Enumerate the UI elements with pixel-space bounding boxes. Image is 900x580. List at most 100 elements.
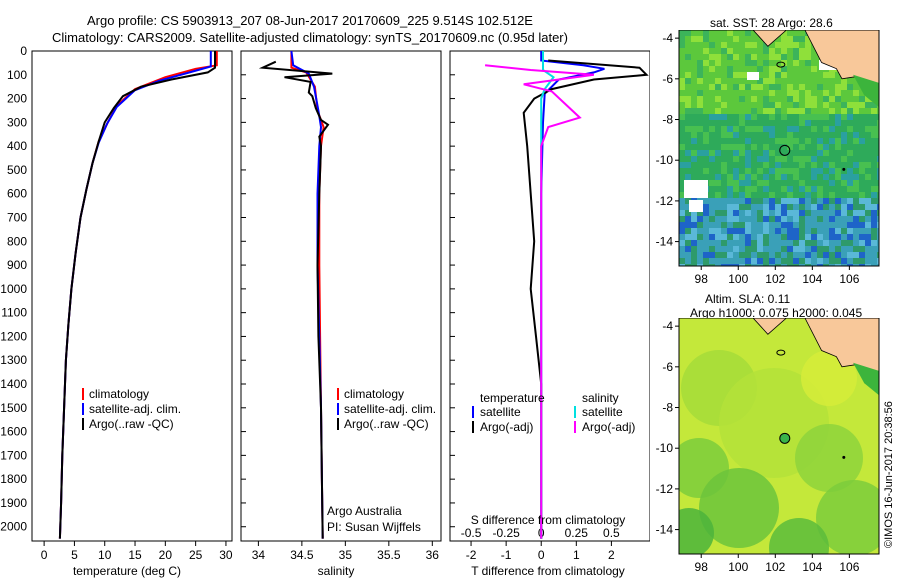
- sst-cell: [703, 216, 709, 222]
- sst-cell: [775, 120, 781, 126]
- sst-cell: [847, 216, 853, 222]
- sst-cell: [763, 240, 769, 246]
- sst-cell: [745, 48, 751, 54]
- sst-cell: [721, 258, 727, 264]
- cloud-gap: [689, 200, 703, 212]
- sumatra-land: [804, 30, 879, 92]
- sst-cell: [769, 60, 775, 66]
- sst-cell: [685, 234, 691, 240]
- sst-cell: [805, 138, 811, 144]
- sst-cell: [835, 138, 841, 144]
- legend-label: Argo(..raw -QC): [344, 417, 429, 431]
- sst-cell: [733, 192, 739, 198]
- sst-cell: [703, 126, 709, 132]
- sst-cell: [697, 228, 703, 234]
- sst-cell: [805, 150, 811, 156]
- sst-cell: [811, 60, 817, 66]
- sst-cell: [709, 228, 715, 234]
- sst-cell: [829, 186, 835, 192]
- sst-cell: [835, 222, 841, 228]
- sst-cell: [823, 138, 829, 144]
- sst-cell: [757, 258, 763, 264]
- sst-cell: [805, 66, 811, 72]
- sst-cell: [811, 204, 817, 210]
- sst-cell: [811, 240, 817, 246]
- sst-cell: [763, 252, 769, 258]
- sst-cell: [685, 96, 691, 102]
- sst-cell: [811, 66, 817, 72]
- sst-cell: [835, 210, 841, 216]
- sst-cell: [841, 180, 847, 186]
- sst-cell: [775, 252, 781, 258]
- x-top-tick-label: -0.5: [461, 526, 482, 540]
- sst-cell: [871, 186, 877, 192]
- sst-cell: [715, 198, 721, 204]
- sst-cell: [721, 222, 727, 228]
- sst-cell: [781, 138, 787, 144]
- sst-cell: [703, 36, 709, 42]
- sst-cell: [817, 120, 823, 126]
- sst-cell: [697, 138, 703, 144]
- sst-cell: [829, 72, 835, 78]
- sst-cell: [685, 156, 691, 162]
- sst-cell: [817, 180, 823, 186]
- sst-cell: [829, 228, 835, 234]
- legend-label: Argo(..raw -QC): [89, 417, 174, 431]
- sst-cell: [787, 144, 793, 150]
- sst-cell: [841, 120, 847, 126]
- sst-cell: [691, 120, 697, 126]
- sst-cell: [745, 222, 751, 228]
- sst-cell: [853, 132, 859, 138]
- sst-cell: [781, 132, 787, 138]
- sst-cell: [817, 234, 823, 240]
- sst-cell: [703, 258, 709, 264]
- profile-charts: 0100200300400500600700800900100011001200…: [0, 44, 650, 578]
- sst-cell: [847, 168, 853, 174]
- sst-cell: [739, 168, 745, 174]
- sst-cell: [847, 198, 853, 204]
- sst-cell: [733, 102, 739, 108]
- sst-cell: [697, 66, 703, 72]
- sst-cell: [811, 252, 817, 258]
- sst-cell: [793, 192, 799, 198]
- sst-cell: [841, 234, 847, 240]
- sst-cell: [679, 180, 685, 186]
- sst-cell: [679, 192, 685, 198]
- series-line-t-argo-adj-: [522, 59, 649, 539]
- sst-cell: [877, 186, 879, 192]
- sst-cell: [715, 114, 721, 120]
- sst-cell: [805, 78, 811, 84]
- sst-cell: [715, 42, 721, 48]
- sst-cell: [859, 96, 865, 102]
- sst-cell: [817, 162, 823, 168]
- sst-cell: [877, 126, 879, 132]
- sst-cell: [757, 156, 763, 162]
- cloud-gap: [747, 72, 759, 80]
- sst-cell: [697, 120, 703, 126]
- coast-land: [752, 318, 788, 335]
- sst-cell: [769, 264, 775, 266]
- sst-cell: [697, 150, 703, 156]
- sst-cell: [787, 210, 793, 216]
- sst-cell: [793, 102, 799, 108]
- legend-label: Argo(-adj): [582, 420, 635, 434]
- sst-cell: [781, 42, 787, 48]
- sst-cell: [859, 180, 865, 186]
- sst-cell: [685, 30, 691, 36]
- legend-swatch: [574, 406, 576, 418]
- sst-cell: [787, 150, 793, 156]
- sst-cell: [739, 60, 745, 66]
- sst-cell: [691, 60, 697, 66]
- sst-cell: [727, 78, 733, 84]
- sst-cell: [799, 162, 805, 168]
- sst-cell: [739, 144, 745, 150]
- sst-cell: [805, 252, 811, 258]
- sst-cell: [745, 210, 751, 216]
- sst-cell: [847, 138, 853, 144]
- sst-cell: [865, 192, 871, 198]
- sst-cell: [715, 90, 721, 96]
- sst-cell: [799, 36, 805, 42]
- map-y-tick-label: -10: [656, 441, 674, 455]
- sst-cell: [679, 168, 685, 174]
- sst-cell: [733, 168, 739, 174]
